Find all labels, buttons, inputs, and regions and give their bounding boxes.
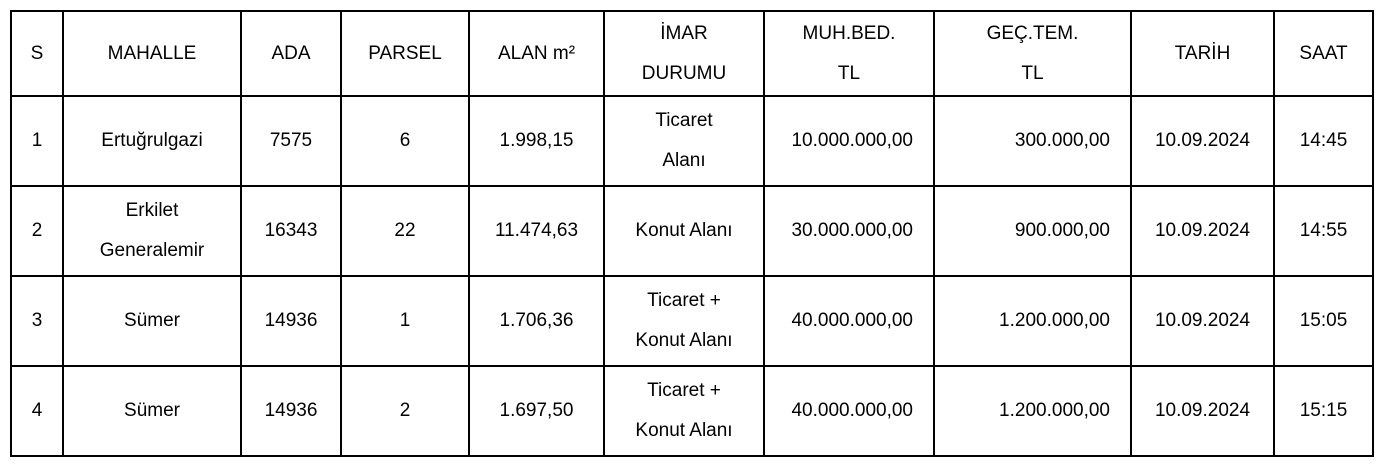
cell-tarih: 10.09.2024 [1130,95,1275,187]
cell-gec-tem: 1.200.000,00 [933,275,1132,367]
header-cell-sira: S [10,10,64,97]
header-cell-mahalle: MAHALLE [62,10,242,97]
cell-muh-bed: 10.000.000,00 [763,95,935,187]
cell-gec-tem: 300.000,00 [933,95,1132,187]
cell-mahalle: Sümer [62,365,242,457]
cell-ada: 14936 [240,365,342,457]
cell-mahalle: Erkilet Generalemir [62,185,242,277]
cell-muh-bed: 40.000.000,00 [763,365,935,457]
cell-saat: 14:55 [1273,185,1374,277]
cell-imar-durumu: Ticaret + Konut Alanı [603,275,765,367]
header-cell-muh-bed: MUH.BED. TL [763,10,935,97]
table-row: 2 Erkilet Generalemir 16343 22 11.474,63… [10,185,1374,277]
cell-muh-bed: 40.000.000,00 [763,275,935,367]
cell-saat: 15:15 [1273,365,1374,457]
cell-tarih: 10.09.2024 [1130,275,1275,367]
cell-sira: 4 [10,365,64,457]
cell-imar-durumu: Konut Alanı [603,185,765,277]
parcel-auction-table: S MAHALLE ADA PARSEL ALAN m² İMAR DURUMU… [10,10,1374,457]
cell-saat: 14:45 [1273,95,1374,187]
cell-alan: 11.474,63 [468,185,605,277]
table-header-row: S MAHALLE ADA PARSEL ALAN m² İMAR DURUMU… [10,10,1374,97]
cell-muh-bed: 30.000.000,00 [763,185,935,277]
cell-tarih: 10.09.2024 [1130,365,1275,457]
table-row: 1 Ertuğrulgazi 7575 6 1.998,15 Ticaret A… [10,95,1374,187]
header-cell-ada: ADA [240,10,342,97]
cell-gec-tem: 900.000,00 [933,185,1132,277]
cell-sira: 3 [10,275,64,367]
cell-alan: 1.697,50 [468,365,605,457]
cell-ada: 16343 [240,185,342,277]
cell-imar-durumu: Ticaret Alanı [603,95,765,187]
header-cell-imar-durumu: İMAR DURUMU [603,10,765,97]
header-cell-parsel: PARSEL [340,10,470,97]
cell-alan: 1.706,36 [468,275,605,367]
cell-ada: 14936 [240,275,342,367]
cell-saat: 15:05 [1273,275,1374,367]
table-row: 4 Sümer 14936 2 1.697,50 Ticaret + Konut… [10,365,1374,457]
cell-alan: 1.998,15 [468,95,605,187]
cell-parsel: 22 [340,185,470,277]
cell-sira: 2 [10,185,64,277]
cell-sira: 1 [10,95,64,187]
cell-parsel: 6 [340,95,470,187]
cell-ada: 7575 [240,95,342,187]
header-cell-tarih: TARİH [1130,10,1275,97]
cell-mahalle: Sümer [62,275,242,367]
header-cell-alan: ALAN m² [468,10,605,97]
cell-parsel: 2 [340,365,470,457]
cell-gec-tem: 1.200.000,00 [933,365,1132,457]
cell-tarih: 10.09.2024 [1130,185,1275,277]
cell-mahalle: Ertuğrulgazi [62,95,242,187]
cell-parsel: 1 [340,275,470,367]
table-row: 3 Sümer 14936 1 1.706,36 Ticaret + Konut… [10,275,1374,367]
cell-imar-durumu: Ticaret + Konut Alanı [603,365,765,457]
header-cell-saat: SAAT [1273,10,1374,97]
header-cell-gec-tem: GEÇ.TEM. TL [933,10,1132,97]
